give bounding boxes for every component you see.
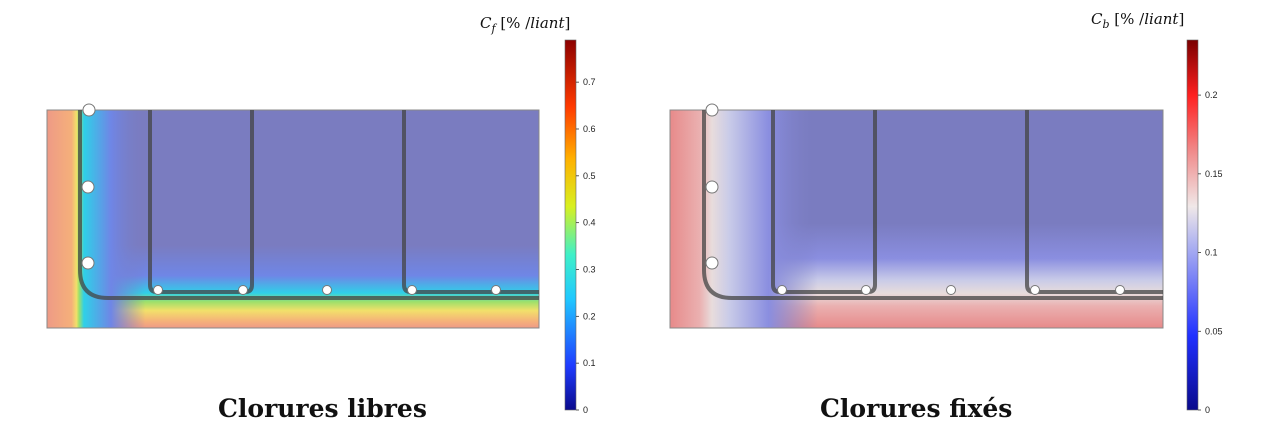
colorbar-tick-label: 0.2 [583,311,596,321]
colorbar-tick-label: 0.4 [583,218,596,228]
rebar-sections [81,103,501,295]
colorbar-tick-label: 0 [1205,405,1210,415]
colorbar-title-bound: Cb [% /liant] [1091,10,1185,31]
rebar-sections [705,103,1125,295]
colorbar-tick-label: 0.5 [583,171,596,181]
figure-free-chlorides: 0 0.1 0.2 0.3 0.4 0.5 0.6 0.7 Cf [% /liant] Clo… [0,0,600,439]
caption-free-chlorides: Clorures libres [218,394,427,423]
bound-chlorides-map: 0 0.05 0.1 0.15 0.2 [669,39,1223,415]
figure-bound-chlorides: 0 0.05 0.1 0.15 0.2 Cb [% /liant] Clorures f… [622,0,1272,439]
colorbar-tick-label: 0 [583,405,588,415]
colorbar-free: 0 0.1 0.2 0.3 0.4 0.5 0.6 0.7 [564,39,596,415]
colorbar-bound: 0 0.05 0.1 0.15 0.2 [1186,39,1223,415]
caption-bound-chlorides: Clorures fixés [820,394,1013,423]
colorbar-tick-label: 0.6 [583,124,596,134]
colorbar-tick-label: 0.1 [1205,248,1218,258]
colorbar-tick-label: 0.05 [1205,326,1223,336]
colorbar-title-free: Cf [% /liant] [480,14,571,35]
colorbar-tick-label: 0.2 [1205,90,1218,100]
colorbar-tick-label: 0.15 [1205,169,1223,179]
colorbar-tick-label: 0.7 [583,77,596,87]
colorbar-tick-label: 0.1 [583,358,596,368]
free-chlorides-map: 0 0.1 0.2 0.3 0.4 0.5 0.6 0.7 [46,39,596,415]
colorbar-tick-label: 0.3 [583,264,596,274]
